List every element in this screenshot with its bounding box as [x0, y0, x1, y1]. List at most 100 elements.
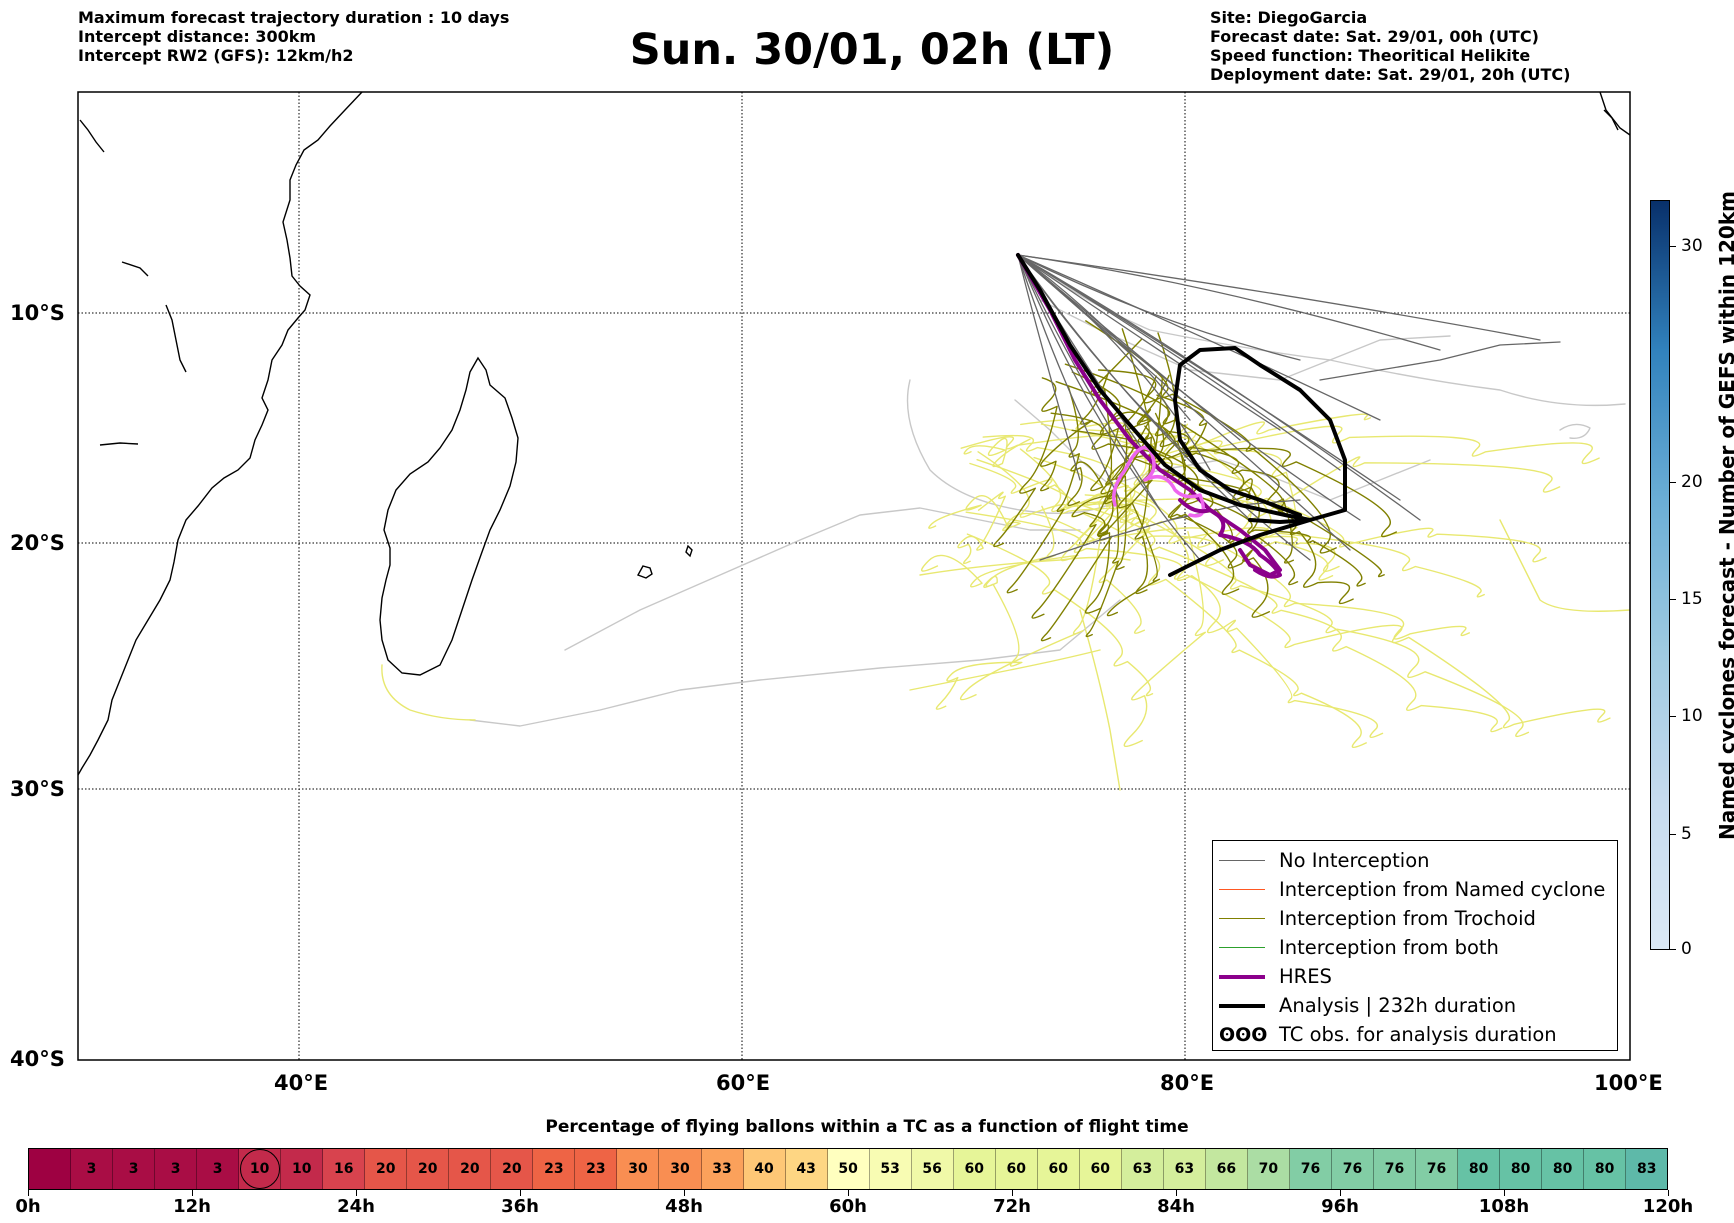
percentage-cell: 33: [701, 1149, 744, 1189]
mauritius-island: [685, 544, 693, 558]
olive-track: [1162, 426, 1354, 605]
percentage-cell: 3: [71, 1149, 114, 1189]
olive-track: [1097, 369, 1294, 564]
legend-no-interception: No Interception: [1219, 846, 1430, 875]
yellow-track: [1114, 527, 1470, 640]
gray-track: [1017, 254, 1351, 551]
hour-tick-label: 108h: [1478, 1196, 1530, 1217]
legend-both: Interception from both: [1219, 933, 1499, 962]
percentage-cell: 30: [617, 1149, 660, 1189]
lon-label-40e: 40°E: [274, 1071, 329, 1095]
yellow-track: [1019, 448, 1224, 567]
legend-named-cyclone: Interception from Named cyclone: [1219, 875, 1605, 904]
percentage-cell: 66: [1205, 1149, 1248, 1189]
yellow-track: [920, 499, 1150, 588]
gray-track: [1017, 254, 1281, 431]
legend-hres: HRES: [1219, 962, 1332, 991]
legend-label: HRES: [1279, 965, 1332, 988]
gray-track: [1017, 254, 1421, 521]
gray-track: [1017, 254, 1541, 341]
yellow-track: [963, 437, 1031, 468]
legend-label: TC obs. for analysis duration: [1279, 1023, 1557, 1046]
hour-tick: [356, 1190, 357, 1196]
gray-track: [1017, 254, 1251, 521]
lon-label-80e: 80°E: [1160, 1071, 1215, 1095]
gray-track: [1017, 254, 1191, 421]
colorbar-tick: [1670, 834, 1676, 835]
yellow-track: [909, 649, 1101, 691]
hour-tick-label: 120h: [1642, 1196, 1694, 1217]
hour-tick-label: 84h: [1157, 1196, 1195, 1217]
analysis-track: [1178, 438, 1302, 517]
lake-outline-2: [99, 442, 139, 446]
hour-tick-label: 96h: [1321, 1196, 1359, 1217]
colorbar-tick: [1670, 949, 1676, 950]
deployment-date-text: Deployment date: Sat. 29/01, 20h (UTC): [1210, 65, 1571, 84]
hour-tick: [520, 1190, 521, 1196]
percentage-cell: 10: [239, 1149, 282, 1189]
hour-tick: [28, 1190, 29, 1196]
percentage-cell: 80: [1584, 1149, 1627, 1189]
olive-track: [1040, 371, 1110, 492]
percentage-cell: 80: [1500, 1149, 1543, 1189]
percentage-cell: 60: [953, 1149, 996, 1189]
percentage-cell: 3: [197, 1149, 240, 1189]
ceylon: [1603, 109, 1619, 131]
gray-track: [1017, 254, 1201, 561]
colorbar-tick-label: 15: [1681, 589, 1703, 609]
percentage-cell: 63: [1121, 1149, 1164, 1189]
percentage-cell: 80: [1542, 1149, 1585, 1189]
hres-light-track: [1112, 445, 1206, 518]
legend-label: Interception from Trochoid: [1279, 907, 1536, 930]
madagascar-coast: [379, 356, 519, 676]
olive-track: [1121, 328, 1152, 595]
colorbar-label: Named cyclones forecast - Number of GEFS…: [1715, 191, 1734, 840]
green-line-icon: [1219, 947, 1265, 948]
colorbar-tick: [1670, 246, 1676, 247]
colorbar-tick: [1670, 482, 1676, 483]
yellow-track: [1499, 519, 1630, 612]
percentage-cell: 83: [1626, 1149, 1668, 1189]
gray-line-icon: [1219, 860, 1265, 861]
yellow-track: [960, 413, 1372, 455]
legend-label: Interception from Named cyclone: [1279, 878, 1606, 901]
percentage-cell: 76: [1416, 1149, 1459, 1189]
olive-line-icon: [1219, 918, 1265, 919]
percentage-cell: 76: [1331, 1149, 1374, 1189]
lat-label-10s: 10°S: [10, 301, 65, 325]
yellow-track: [919, 556, 1131, 576]
lat-label-20s: 20°S: [10, 531, 65, 555]
yellow-track: [966, 533, 1154, 697]
percentage-cell: 76: [1289, 1149, 1332, 1189]
gray-track: [1017, 254, 1301, 361]
black-line-icon: [1219, 1003, 1265, 1008]
legend-trochoid: Interception from Trochoid: [1219, 904, 1536, 933]
lat-label-30s: 30°S: [10, 777, 65, 801]
map-legend: No Interception Interception from Named …: [1212, 840, 1618, 1051]
percentage-cell: 60: [1037, 1149, 1080, 1189]
gray-track: [1017, 254, 1121, 501]
percentage-cell: 20: [365, 1149, 408, 1189]
percentage-cell: 76: [1374, 1149, 1417, 1189]
reunion-island: [636, 565, 653, 579]
lon-label-100e: 100°E: [1594, 1071, 1663, 1095]
percentage-cell: 56: [911, 1149, 954, 1189]
percentage-cell: 20: [407, 1149, 450, 1189]
forecast-date-text: Forecast date: Sat. 29/01, 00h (UTC): [1210, 27, 1539, 46]
hour-tick-label: 36h: [501, 1196, 539, 1217]
analysis-track: [1168, 346, 1347, 577]
legend-analysis: Analysis | 232h duration: [1219, 991, 1516, 1020]
hour-tick-label: 24h: [337, 1196, 375, 1217]
lake-outline: [121, 261, 149, 277]
hour-tick-label: 12h: [173, 1196, 211, 1217]
yellow-track: [977, 451, 1144, 526]
percentage-cell: 63: [1163, 1149, 1206, 1189]
hour-tick: [192, 1190, 193, 1196]
hour-tick-label: 72h: [993, 1196, 1031, 1217]
percentage-cell: 50: [827, 1149, 870, 1189]
percentage-cell: 53: [869, 1149, 912, 1189]
percentage-bar-title: Percentage of flying ballons within a TC…: [545, 1117, 1189, 1137]
africa-coast: [78, 92, 363, 776]
olive-track: [1064, 363, 1385, 578]
olive-track: [1085, 320, 1337, 554]
